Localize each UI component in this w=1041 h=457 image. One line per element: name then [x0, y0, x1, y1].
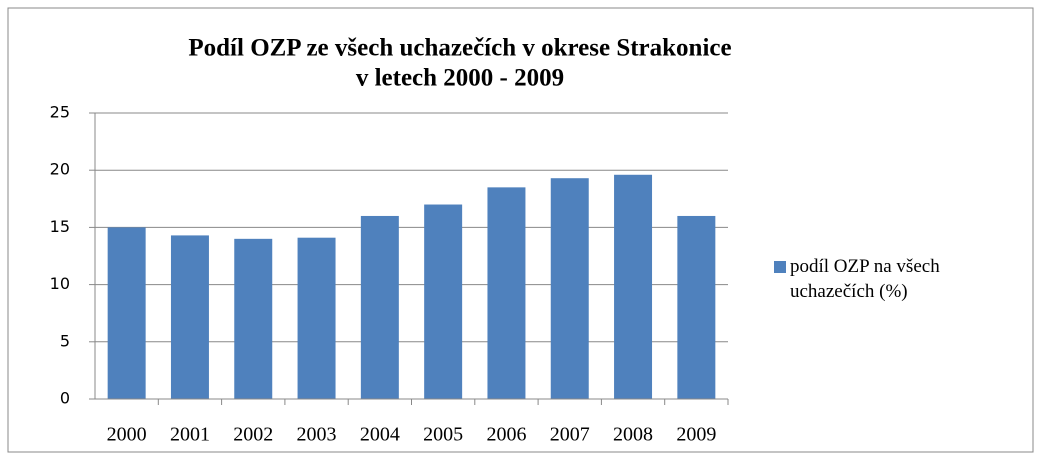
x-tick-label: 2006: [486, 424, 526, 446]
bar: [550, 178, 589, 399]
x-tick-label: 2003: [297, 424, 337, 446]
y-tick-label: 15: [50, 217, 70, 236]
y-tick-label: 10: [50, 274, 70, 293]
bar: [297, 237, 336, 399]
y-tick-label: 25: [50, 103, 70, 122]
x-tick-label: 2008: [613, 424, 653, 446]
x-tick-label: 2005: [423, 424, 463, 446]
bar: [360, 215, 399, 399]
chart-title: Podíl OZP ze všech uchazečích v okrese S…: [188, 35, 731, 62]
y-tick-label: 0: [60, 389, 70, 408]
x-tick-label: 2001: [170, 424, 210, 446]
legend: podíl OZP na všech uchazečích (%): [774, 254, 974, 304]
x-tick-label: 2004: [360, 424, 400, 446]
legend-label: podíl OZP na všech uchazečích (%): [790, 256, 940, 302]
bar: [614, 174, 653, 399]
bar: [424, 204, 463, 399]
x-tick-label: 2000: [107, 424, 147, 446]
chart-title: v letech 2000 - 2009: [356, 65, 564, 92]
y-tick-label: 5: [60, 331, 70, 350]
x-tick-label: 2009: [676, 424, 716, 446]
bar: [234, 238, 273, 399]
bar: [487, 187, 526, 399]
x-tick-label: 2007: [550, 424, 590, 446]
bar: [107, 227, 146, 399]
legend-swatch: [774, 261, 786, 273]
bar: [170, 235, 209, 399]
x-tick-label: 2002: [233, 424, 273, 446]
bar: [677, 215, 716, 399]
y-tick-label: 20: [50, 160, 70, 179]
